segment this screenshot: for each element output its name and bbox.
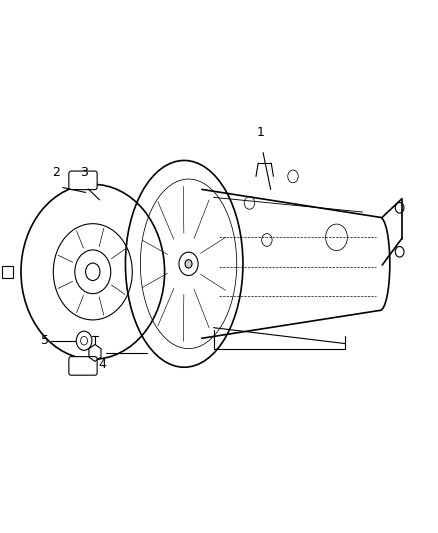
Circle shape bbox=[185, 260, 192, 268]
FancyBboxPatch shape bbox=[69, 171, 97, 190]
Text: 4: 4 bbox=[98, 358, 106, 370]
Text: 1: 1 bbox=[256, 126, 264, 139]
Text: 3: 3 bbox=[80, 166, 88, 179]
FancyBboxPatch shape bbox=[2, 266, 13, 278]
Text: 5: 5 bbox=[41, 334, 49, 347]
Text: 2: 2 bbox=[52, 166, 60, 179]
FancyBboxPatch shape bbox=[69, 357, 97, 375]
